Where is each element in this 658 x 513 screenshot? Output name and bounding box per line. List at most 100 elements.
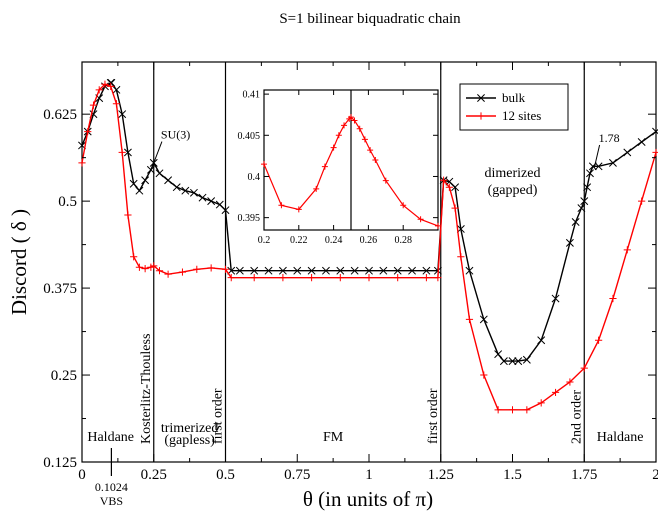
data-point bbox=[451, 183, 460, 192]
data-point bbox=[623, 148, 632, 157]
data-point bbox=[124, 211, 132, 219]
data-point bbox=[408, 266, 417, 275]
region-label: (gapped) bbox=[488, 183, 538, 198]
inset-data-point bbox=[351, 117, 358, 124]
data-point bbox=[422, 266, 431, 275]
data-point bbox=[135, 186, 144, 195]
inset-data-point bbox=[330, 144, 337, 151]
axes-layer: 0 0.25 0.5 0.75 1 1.25 1.5 1.75 2 0.125 0.25 0.375 0… bbox=[43, 62, 658, 508]
data-point bbox=[164, 270, 172, 278]
data-point bbox=[172, 183, 181, 192]
annotation-arrow bbox=[593, 144, 601, 168]
data-point bbox=[537, 399, 545, 407]
data-point bbox=[149, 158, 158, 167]
data-point bbox=[118, 110, 127, 119]
inset-x-tick-label: 0.22 bbox=[290, 235, 308, 246]
data-point bbox=[652, 148, 658, 157]
data-point bbox=[141, 176, 150, 185]
data-point bbox=[494, 350, 503, 359]
data-point bbox=[155, 169, 164, 178]
inset-x-tick-label: 0.28 bbox=[394, 235, 412, 246]
data-point bbox=[101, 80, 109, 88]
data-point bbox=[250, 274, 258, 282]
data-point bbox=[135, 263, 143, 271]
data-point bbox=[193, 265, 201, 273]
data-point bbox=[118, 148, 126, 157]
boundary-label: first order bbox=[211, 388, 226, 444]
inset-data-point bbox=[435, 222, 441, 229]
data-point bbox=[293, 266, 302, 275]
x-tick-label: 1 bbox=[365, 467, 373, 483]
y-tick-label: 0.125 bbox=[43, 455, 77, 471]
data-point bbox=[577, 204, 586, 213]
legend: bulk 12 sites bbox=[459, 83, 569, 131]
data-point bbox=[480, 371, 488, 379]
legend-swatch-marker bbox=[477, 112, 485, 120]
inset-x-tick-label: 0.26 bbox=[360, 235, 378, 246]
data-point bbox=[221, 265, 230, 273]
data-point bbox=[112, 100, 121, 108]
data-point bbox=[123, 148, 132, 157]
x-tick-label: 2 bbox=[652, 467, 658, 483]
legend-label: bulk bbox=[502, 90, 526, 105]
data-point bbox=[394, 274, 402, 282]
phase-boundaries bbox=[153, 62, 585, 462]
data-point bbox=[440, 176, 448, 184]
inset-data-point bbox=[321, 163, 328, 170]
inset-data-point bbox=[313, 185, 320, 192]
data-point bbox=[551, 294, 560, 303]
data-point bbox=[336, 274, 344, 282]
legend-label: 12 sites bbox=[502, 108, 541, 123]
boundary-label: Kosterlitz-Thouless bbox=[139, 334, 154, 444]
data-point bbox=[494, 406, 502, 414]
inset-x-tick-label: 0.2 bbox=[258, 235, 271, 246]
y-tick-label: 0.625 bbox=[43, 107, 77, 123]
inset-data-point bbox=[372, 157, 379, 163]
inset-y-tick-label: 0.4 bbox=[248, 172, 261, 183]
data-point bbox=[393, 266, 402, 275]
data-point bbox=[499, 357, 508, 366]
data-point bbox=[514, 357, 523, 366]
data-point bbox=[89, 101, 98, 109]
region-label: trimerized bbox=[161, 421, 219, 436]
data-point bbox=[78, 159, 86, 167]
data-point bbox=[479, 315, 488, 324]
x-tick-label: 0.75 bbox=[284, 467, 310, 483]
data-point bbox=[221, 206, 230, 215]
annotation-arrow bbox=[153, 141, 163, 164]
data-point bbox=[95, 86, 103, 94]
annotation-label: 1.78 bbox=[599, 131, 620, 145]
inset-data-point bbox=[382, 177, 389, 184]
y-tick-label: 0.5 bbox=[58, 194, 77, 210]
data-point bbox=[235, 266, 244, 275]
data-point bbox=[84, 127, 92, 136]
data-point bbox=[207, 264, 215, 272]
inset-data-point bbox=[348, 114, 354, 121]
region-label: Haldane bbox=[87, 430, 134, 445]
data-point bbox=[207, 197, 216, 206]
inset-data-point bbox=[335, 132, 342, 139]
data-point bbox=[278, 266, 287, 275]
data-point bbox=[434, 274, 442, 282]
data-point bbox=[551, 388, 560, 397]
x-tick-label: 0 bbox=[78, 467, 86, 483]
data-point bbox=[580, 364, 588, 372]
y-tick-label: 0.25 bbox=[51, 368, 77, 384]
data-point bbox=[112, 85, 121, 94]
data-point bbox=[609, 294, 617, 303]
data-point bbox=[580, 197, 589, 206]
inset-y-tick-label: 0.395 bbox=[238, 213, 261, 224]
inset-x-tick-label: 0.24 bbox=[325, 235, 343, 246]
data-point bbox=[422, 274, 430, 282]
series-bulk bbox=[78, 78, 658, 366]
x-tick-label: 1.5 bbox=[503, 467, 522, 483]
region-label: Haldane bbox=[597, 430, 644, 445]
data-point bbox=[146, 165, 155, 174]
boundary-label: 2nd order bbox=[569, 390, 584, 444]
data-point bbox=[445, 183, 453, 191]
inset-data-point bbox=[367, 147, 374, 154]
data-point bbox=[130, 253, 138, 261]
data-point bbox=[155, 267, 164, 275]
data-point bbox=[594, 162, 603, 171]
data-point bbox=[336, 266, 345, 275]
